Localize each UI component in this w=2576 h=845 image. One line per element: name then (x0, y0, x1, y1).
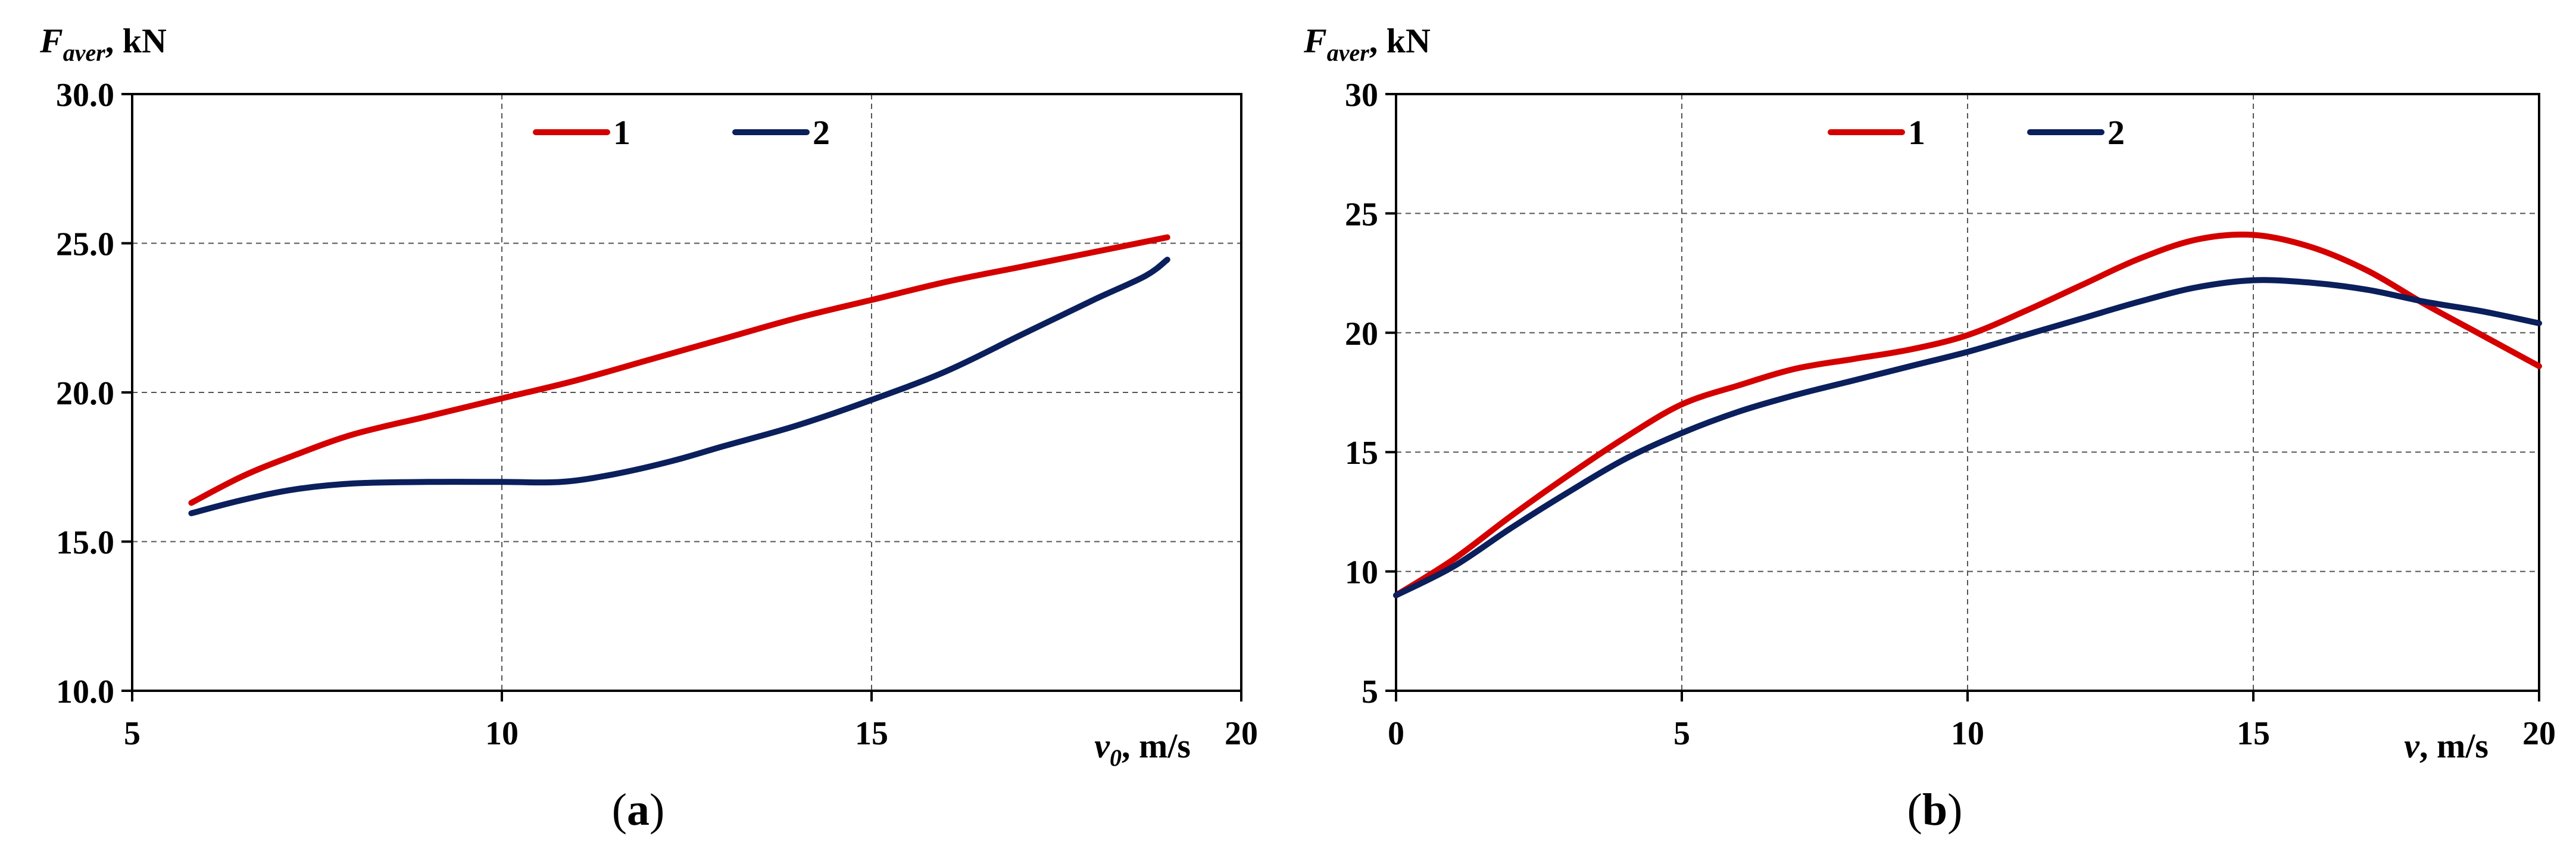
y-tick-label: 20.0 (56, 375, 114, 412)
x-tick-label: 15 (855, 715, 888, 752)
y-axis-title-symbol: F (1303, 21, 1327, 60)
legend-label-1: 1 (1908, 113, 1925, 152)
legend-label-1: 1 (613, 113, 630, 152)
x-axis-title: v, m/s (2404, 726, 2488, 765)
x-axis-title-symbol: v (2404, 726, 2420, 765)
caption-open-paren: ( (612, 785, 627, 835)
x-axis-title: v0, m/s (1094, 726, 1191, 771)
y-axis-title-unit: , kN (1369, 21, 1431, 60)
x-tick-label: 20 (1225, 715, 1258, 752)
x-tick-label: 5 (124, 715, 140, 752)
caption-open-paren: ( (1907, 785, 1922, 835)
y-tick-label: 30 (1345, 77, 1378, 114)
series-line-1 (188, 234, 1170, 506)
x-axis-title-unit: , m/s (1122, 726, 1191, 765)
series-line-2 (188, 257, 1170, 516)
x-tick-label: 10 (1951, 715, 1984, 752)
panel-caption-a: (a) (612, 785, 665, 835)
series-line-2 (1393, 277, 2542, 598)
x-tick-label: 5 (1673, 715, 1690, 752)
y-tick-label: 15 (1345, 435, 1378, 472)
series-line-1 (1393, 231, 2542, 598)
y-tick-label: 5 (1362, 673, 1378, 710)
caption-close-paren: ) (650, 785, 664, 835)
y-tick-label: 20 (1345, 316, 1378, 353)
x-tick-label: 20 (2522, 715, 2556, 752)
y-tick-label: 10.0 (56, 673, 114, 710)
y-tick-label: 15.0 (56, 525, 114, 562)
y-axis-title-symbol: F (39, 21, 63, 60)
x-axis-title-unit: , m/s (2419, 726, 2488, 765)
y-tick-label: 10 (1345, 554, 1378, 591)
y-tick-label: 25.0 (56, 226, 114, 263)
x-axis-title-symbol: v (1094, 726, 1110, 765)
y-axis-title-subscript: aver (1327, 39, 1370, 66)
y-axis-title-unit: , kN (105, 21, 167, 60)
y-tick-label: 25 (1345, 196, 1378, 233)
y-axis-title: Faver, kN (39, 21, 167, 66)
legend-label-2: 2 (813, 113, 830, 152)
x-axis-title-subscript: 0 (1110, 744, 1122, 771)
x-tick-label: 15 (2237, 715, 2270, 752)
y-tick-label: 30.0 (56, 77, 114, 114)
y-axis-title-subscript: aver (63, 39, 106, 66)
caption-close-paren: ) (1947, 785, 1962, 835)
y-axis-title: Faver, kN (1303, 21, 1431, 66)
x-tick-label: 10 (485, 715, 519, 752)
panel-caption-b: (b) (1907, 785, 1963, 835)
legend-label-2: 2 (2107, 113, 2125, 152)
caption-letter: b (1922, 785, 1947, 835)
caption-letter: a (627, 785, 650, 835)
x-tick-label: 0 (1388, 715, 1404, 752)
